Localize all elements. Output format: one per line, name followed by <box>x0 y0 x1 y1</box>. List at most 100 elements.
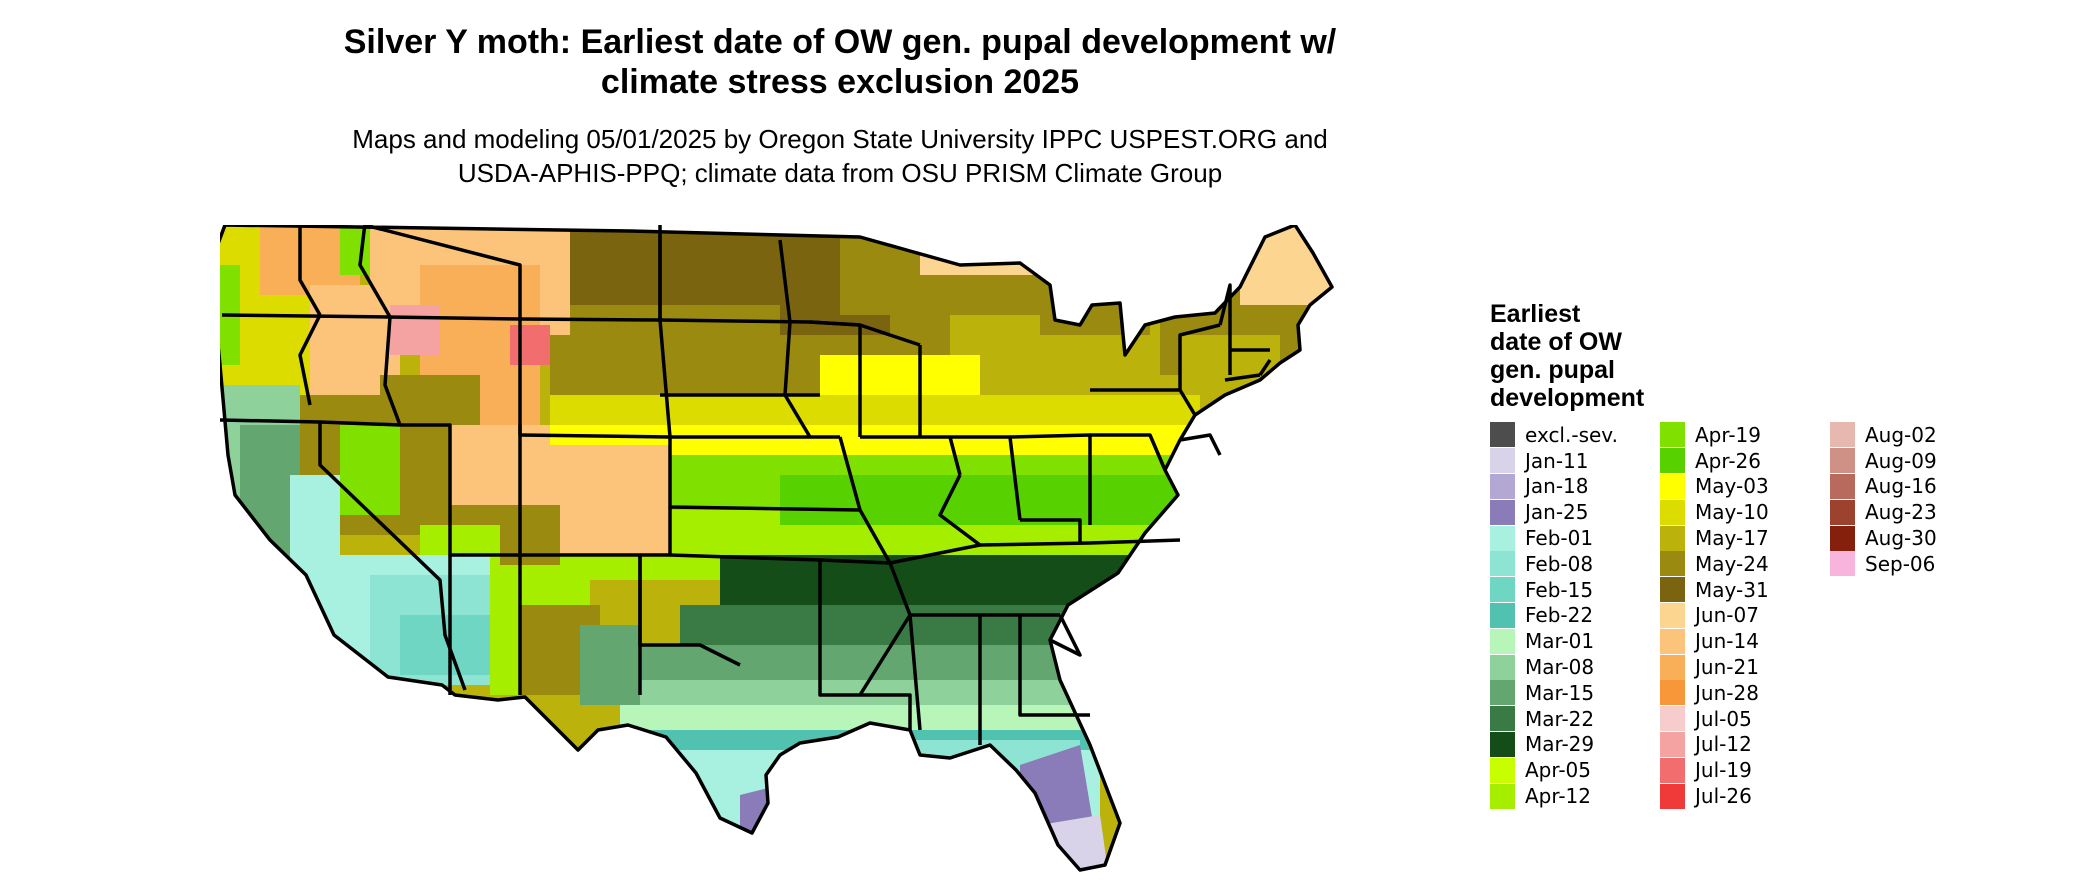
legend-swatch <box>1490 628 1515 654</box>
legend-label: Apr-05 <box>1525 758 1591 783</box>
legend-item: Jul-12 <box>1660 731 1810 758</box>
legend-swatch <box>1490 448 1515 474</box>
legend-swatch <box>1490 551 1515 577</box>
legend-swatch <box>1660 551 1685 577</box>
legend-label: May-10 <box>1695 500 1769 525</box>
legend-item: Feb-22 <box>1490 602 1640 629</box>
legend-label: Mar-22 <box>1525 706 1595 731</box>
legend-swatch <box>1660 731 1685 757</box>
legend-title-line: development <box>1490 384 1645 412</box>
legend-label: Feb-01 <box>1525 526 1594 551</box>
legend-item: Mar-22 <box>1490 706 1640 732</box>
legend: Earliest date of OW gen. pupal developme… <box>1490 300 1980 809</box>
legend-swatch <box>1490 680 1515 706</box>
legend-label: excl.-sev. <box>1525 422 1618 447</box>
legend-swatch <box>1490 577 1515 603</box>
legend-label: Mar-08 <box>1525 655 1595 680</box>
legend-label: May-03 <box>1695 474 1769 499</box>
legend-item: Apr-12 <box>1490 783 1640 809</box>
legend-swatch <box>1660 525 1685 551</box>
legend-label: Aug-16 <box>1865 474 1937 499</box>
legend-swatch <box>1490 422 1515 448</box>
legend-item: Apr-26 <box>1660 448 1810 474</box>
legend-title: Earliest date of OW gen. pupal developme… <box>1490 300 1980 412</box>
legend-label: Jul-26 <box>1695 784 1752 809</box>
legend-label: Mar-01 <box>1525 629 1595 654</box>
legend-swatch <box>1490 525 1515 551</box>
legend-swatch <box>1830 499 1855 525</box>
legend-label: Apr-26 <box>1695 448 1761 473</box>
legend-swatch <box>1830 551 1855 577</box>
legend-label: Jan-25 <box>1525 500 1589 525</box>
legend-swatch <box>1490 473 1515 499</box>
legend-swatch <box>1660 473 1685 499</box>
legend-swatch <box>1660 757 1685 783</box>
legend-label: Mar-15 <box>1525 680 1595 705</box>
legend-label: Mar-29 <box>1525 732 1595 757</box>
legend-item: Apr-19 <box>1660 422 1810 448</box>
map-subtitle: Maps and modeling 05/01/2025 by Oregon S… <box>250 122 1430 190</box>
legend-label: Jul-05 <box>1695 706 1752 731</box>
legend-item: Apr-05 <box>1490 757 1640 783</box>
legend-label: Jul-19 <box>1695 758 1752 783</box>
legend-title-line: gen. pupal <box>1490 356 1615 384</box>
legend-column: Apr-19 Apr-26 May-03 May-10 May-17 May-24 May-… <box>1660 422 1810 809</box>
map-subtitle-line1: Maps and modeling 05/01/2025 by Oregon S… <box>352 124 1328 154</box>
legend-swatch <box>1490 602 1515 628</box>
legend-swatch <box>1830 422 1855 448</box>
legend-swatch <box>1490 757 1515 783</box>
state-boundaries <box>208 222 1334 872</box>
legend-swatch <box>1660 654 1685 680</box>
legend-label: Apr-19 <box>1695 422 1761 447</box>
legend-label: Aug-23 <box>1865 500 1937 525</box>
legend-label: May-24 <box>1695 551 1769 576</box>
legend-item: Jun-28 <box>1660 680 1810 706</box>
map-title: Silver Y moth: Earliest date of OW gen. … <box>250 22 1430 102</box>
legend-label: Feb-15 <box>1525 577 1594 602</box>
legend-item: Mar-01 <box>1490 628 1640 654</box>
legend-item: Feb-15 <box>1490 577 1640 603</box>
legend-item: Feb-01 <box>1490 525 1640 551</box>
legend-item: Sep-06 <box>1830 551 1980 577</box>
legend-item: Aug-23 <box>1830 499 1980 525</box>
legend-item: excl.-sev. <box>1490 422 1640 448</box>
legend-label: Jan-18 <box>1525 474 1589 499</box>
legend-item: Mar-15 <box>1490 680 1640 706</box>
legend-item: Aug-30 <box>1830 525 1980 551</box>
legend-item: Jan-18 <box>1490 473 1640 500</box>
legend-swatch <box>1660 422 1685 448</box>
legend-item: Jun-07 <box>1660 602 1810 629</box>
legend-item: Mar-29 <box>1490 731 1640 758</box>
legend-swatch <box>1660 602 1685 628</box>
legend-label: Aug-09 <box>1865 448 1937 473</box>
legend-swatch <box>1660 577 1685 603</box>
map-title-line1: Silver Y moth: Earliest date of OW gen. … <box>343 23 1337 61</box>
legend-label: Aug-02 <box>1865 422 1937 447</box>
legend-swatch <box>1490 783 1515 809</box>
legend-item: May-10 <box>1660 499 1810 525</box>
legend-title-line: Earliest <box>1490 300 1581 328</box>
legend-item: Jan-11 <box>1490 448 1640 474</box>
legend-label: Jun-07 <box>1695 603 1759 628</box>
legend-item: Jul-05 <box>1660 706 1810 732</box>
legend-item: Mar-08 <box>1490 654 1640 680</box>
legend-swatch <box>1660 783 1685 809</box>
map-subtitle-line2: USDA-APHIS-PPQ; climate data from OSU PR… <box>457 158 1223 188</box>
legend-label: Jul-12 <box>1695 732 1752 757</box>
legend-swatch <box>1490 499 1515 525</box>
legend-label: Feb-22 <box>1525 603 1594 628</box>
legend-swatch <box>1660 628 1685 654</box>
legend-item: Jun-14 <box>1660 628 1810 654</box>
development-date-raster <box>210 225 1332 870</box>
legend-swatch <box>1830 448 1855 474</box>
legend-item: Aug-02 <box>1830 422 1980 448</box>
legend-label: Jan-11 <box>1525 448 1589 473</box>
legend-swatch <box>1660 448 1685 474</box>
legend-swatch <box>1660 499 1685 525</box>
legend-item: May-17 <box>1660 525 1810 551</box>
us-map <box>208 222 1334 872</box>
legend-label: Jun-21 <box>1695 655 1759 680</box>
legend-item: Aug-16 <box>1830 473 1980 500</box>
legend-swatch <box>1830 473 1855 499</box>
legend-swatch <box>1660 680 1685 706</box>
